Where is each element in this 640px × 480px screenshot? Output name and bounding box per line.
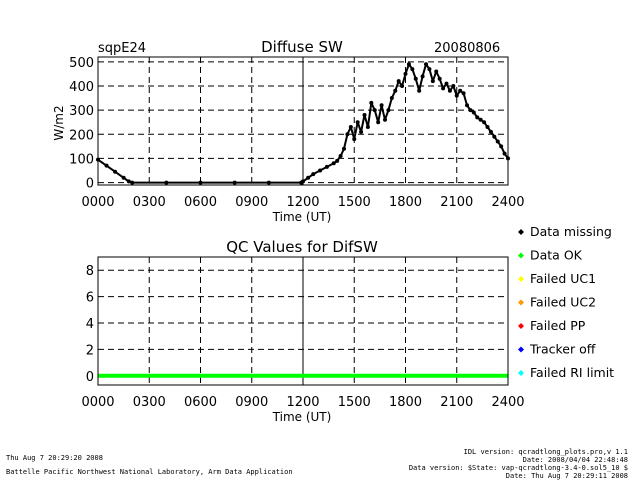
grid	[98, 57, 508, 185]
x-tick-label: 0300	[133, 395, 166, 410]
x-tick-label: 1200	[286, 395, 319, 410]
legend: Data missing Data OK Failed UC1 Failed UC2 F…	[518, 224, 614, 380]
series-segment	[380, 105, 386, 121]
data-date: Date: Thu Aug 7 20:29:11 2008	[506, 472, 628, 480]
x-tick-label: 0600	[184, 395, 217, 410]
run-date: Thu Aug 7 20:29:20 2008	[6, 454, 103, 462]
x-tick-label: 0000	[81, 395, 114, 410]
site-label: sqpE24	[98, 41, 146, 56]
x-tick-label: 2100	[440, 395, 473, 410]
series-segment	[428, 68, 434, 82]
legend-marker	[518, 252, 524, 259]
series-segment	[401, 73, 407, 87]
x-tick-label: 1200	[286, 195, 319, 210]
qc-values-chart: QC Values for DifSW 0000 0300 0600 0900 1200…	[81, 238, 524, 424]
series-segment	[414, 78, 421, 92]
x-tick-label: 0900	[235, 195, 268, 210]
y-tick-label: 2	[86, 343, 94, 358]
legend-label: Failed PP	[530, 318, 586, 333]
legend-label: Failed UC2	[530, 295, 596, 310]
x-tick-label: 1500	[338, 395, 371, 410]
grid	[98, 257, 508, 385]
chart-title: Diffuse SW	[261, 38, 343, 56]
x-axis-ticks: 0000 0300 0600 0900 1200 1500 1800 2100 2400	[81, 195, 524, 210]
legend-label: Tracker off	[529, 342, 596, 357]
idl-date: Date: 2008/04/04 22:48:48	[523, 456, 628, 464]
legend-label: Failed RI limit	[530, 365, 614, 380]
legend-marker	[518, 276, 524, 282]
series-segment	[418, 76, 424, 92]
y-tick-label: 100	[69, 152, 94, 167]
y-tick-label: 0	[86, 177, 94, 192]
plot-frame	[97, 56, 509, 186]
x-tick-label: 1500	[338, 195, 371, 210]
x-tick-label: 0600	[184, 195, 217, 210]
lab-credit: Battelle Pacific Northwest National Labo…	[6, 468, 293, 476]
y-tick-label: 500	[69, 56, 94, 71]
data-version: Data version: $State: vap-qcradtlong-3.4…	[409, 464, 628, 472]
x-tick-label: 1800	[389, 195, 422, 210]
series-segment	[387, 97, 393, 111]
y-tick-label: 0	[86, 370, 94, 385]
legend-label: Data OK	[530, 248, 583, 263]
series-segment	[462, 92, 468, 106]
plot-frame	[97, 256, 509, 386]
y-axis-ticks: 0 2 4 6 8	[86, 264, 94, 385]
x-tick-label: 0900	[235, 395, 268, 410]
y-axis-label: W/m2	[52, 105, 66, 140]
x-tick-label: 2400	[491, 195, 524, 210]
legend-label: Data missing	[530, 224, 612, 239]
date-label: 20080806	[434, 41, 500, 56]
idl-version: IDL version: qcradtlong_plots.pro,v 1.1	[464, 448, 628, 456]
series-segment	[343, 134, 349, 150]
series-segment	[360, 114, 366, 133]
x-tick-label: 0300	[133, 195, 166, 210]
y-tick-label: 6	[86, 291, 94, 306]
diffuse-sw-chart: Diffuse SW 0000 0300 0600 0900 1200 1500 1800 2…	[52, 38, 525, 224]
legend-label: Failed UC1	[530, 271, 596, 286]
x-tick-label: 0000	[81, 195, 114, 210]
legend-marker	[518, 229, 524, 235]
x-tick-label: 2100	[440, 195, 473, 210]
x-axis-ticks: 0000 0300 0600 0900 1200 1500 1800 2100 2400	[81, 395, 524, 410]
x-axis-label: Time (UT)	[272, 210, 332, 224]
series-segment	[353, 122, 359, 140]
legend-marker	[518, 346, 524, 353]
y-axis-ticks: 0 100 200 300 400 500	[69, 56, 94, 192]
y-tick-label: 8	[86, 264, 94, 279]
x-axis-label: Time (UT)	[272, 410, 332, 424]
y-tick-label: 4	[86, 317, 94, 332]
series-segment	[421, 63, 427, 77]
data-series	[96, 62, 510, 185]
x-tick-label: 2400	[491, 395, 524, 410]
y-tick-label: 200	[69, 128, 94, 143]
legend-marker	[518, 299, 524, 306]
y-tick-label: 400	[69, 80, 94, 95]
chart-title: QC Values for DifSW	[226, 238, 378, 256]
legend-marker	[518, 323, 524, 329]
series-segment	[366, 102, 373, 128]
y-tick-label: 300	[69, 104, 94, 119]
legend-marker	[518, 370, 524, 376]
x-tick-label: 1800	[389, 395, 422, 410]
series-segment	[377, 105, 383, 123]
